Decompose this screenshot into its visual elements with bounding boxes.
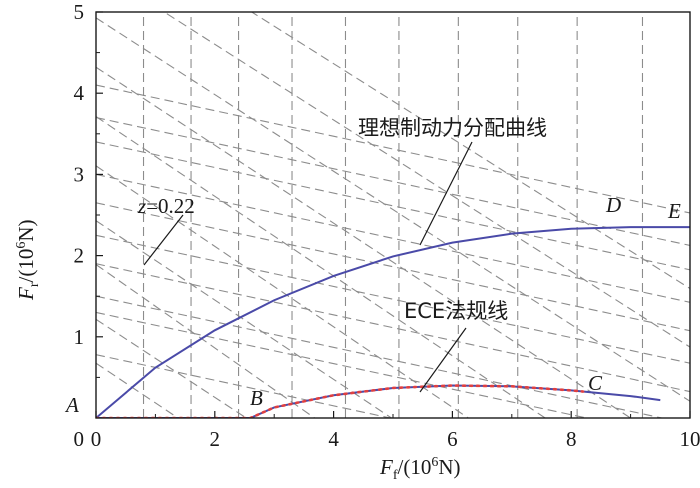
ideal-curve-label: 理想制动力分配曲线 (358, 116, 547, 140)
f-shallow-line-2 (96, 295, 665, 418)
x-tick-label-0: 0 (91, 427, 102, 451)
y-tick-label-2: 3 (74, 162, 85, 186)
f-shallow-line-1 (96, 311, 589, 418)
point-label-b: B (250, 386, 263, 410)
x-axis-title: Ff/(106N) (379, 455, 461, 483)
point-label-d: D (605, 193, 621, 217)
grid-lines (96, 12, 690, 418)
x-tick-label-4: 8 (566, 427, 577, 451)
f-shallow-line-0 (96, 354, 393, 418)
f-shallow-line-5 (96, 202, 690, 332)
point-label-a: A (64, 393, 79, 417)
z-steep-line-1 (96, 318, 247, 418)
ece-leader-line (419, 327, 467, 393)
f-shallow-line-9 (96, 84, 690, 214)
x-tick-label-5: 10 (680, 427, 700, 451)
y-tick-label-4: 5 (74, 0, 85, 24)
z-steep-line-0 (96, 362, 179, 418)
x-tick-label-2: 4 (328, 427, 339, 451)
f-shallow-line-8 (96, 117, 690, 246)
x-tick-label-1: 2 (210, 427, 221, 451)
f-shallow-line-7 (96, 141, 690, 271)
y-axis-title: Fr/(106N) (14, 220, 42, 302)
x-tick-label-3: 6 (447, 427, 458, 451)
y-tick-label-0: 1 (74, 325, 85, 349)
ece-line-label: ECE法规线 (404, 299, 508, 323)
z-steep-line-7 (96, 17, 690, 402)
z-label: z=0.22 (137, 194, 195, 218)
z-steep-line-3 (96, 220, 392, 418)
f-shallow-line-3 (96, 263, 690, 393)
point-label-c: C (588, 371, 603, 395)
z-steep-line-4 (96, 165, 469, 418)
f-shallow-line-6 (96, 173, 690, 303)
ideal-curve-line (96, 226, 690, 418)
z-leader-line (143, 214, 184, 266)
axis-ticks (95, 11, 691, 418)
y-tick-label-3: 4 (74, 81, 85, 105)
point-label-e: E (667, 199, 681, 223)
ideal-leader-line (419, 141, 473, 246)
series-lines (96, 226, 690, 418)
f-shallow-line-4 (96, 234, 690, 364)
z-steep-line-5 (96, 116, 546, 418)
z-steep-line-2 (96, 264, 315, 418)
origin-label: 0 (74, 427, 85, 451)
ece-curve-dotted-overlay (96, 384, 585, 418)
y-tick-label-1: 2 (74, 244, 85, 268)
